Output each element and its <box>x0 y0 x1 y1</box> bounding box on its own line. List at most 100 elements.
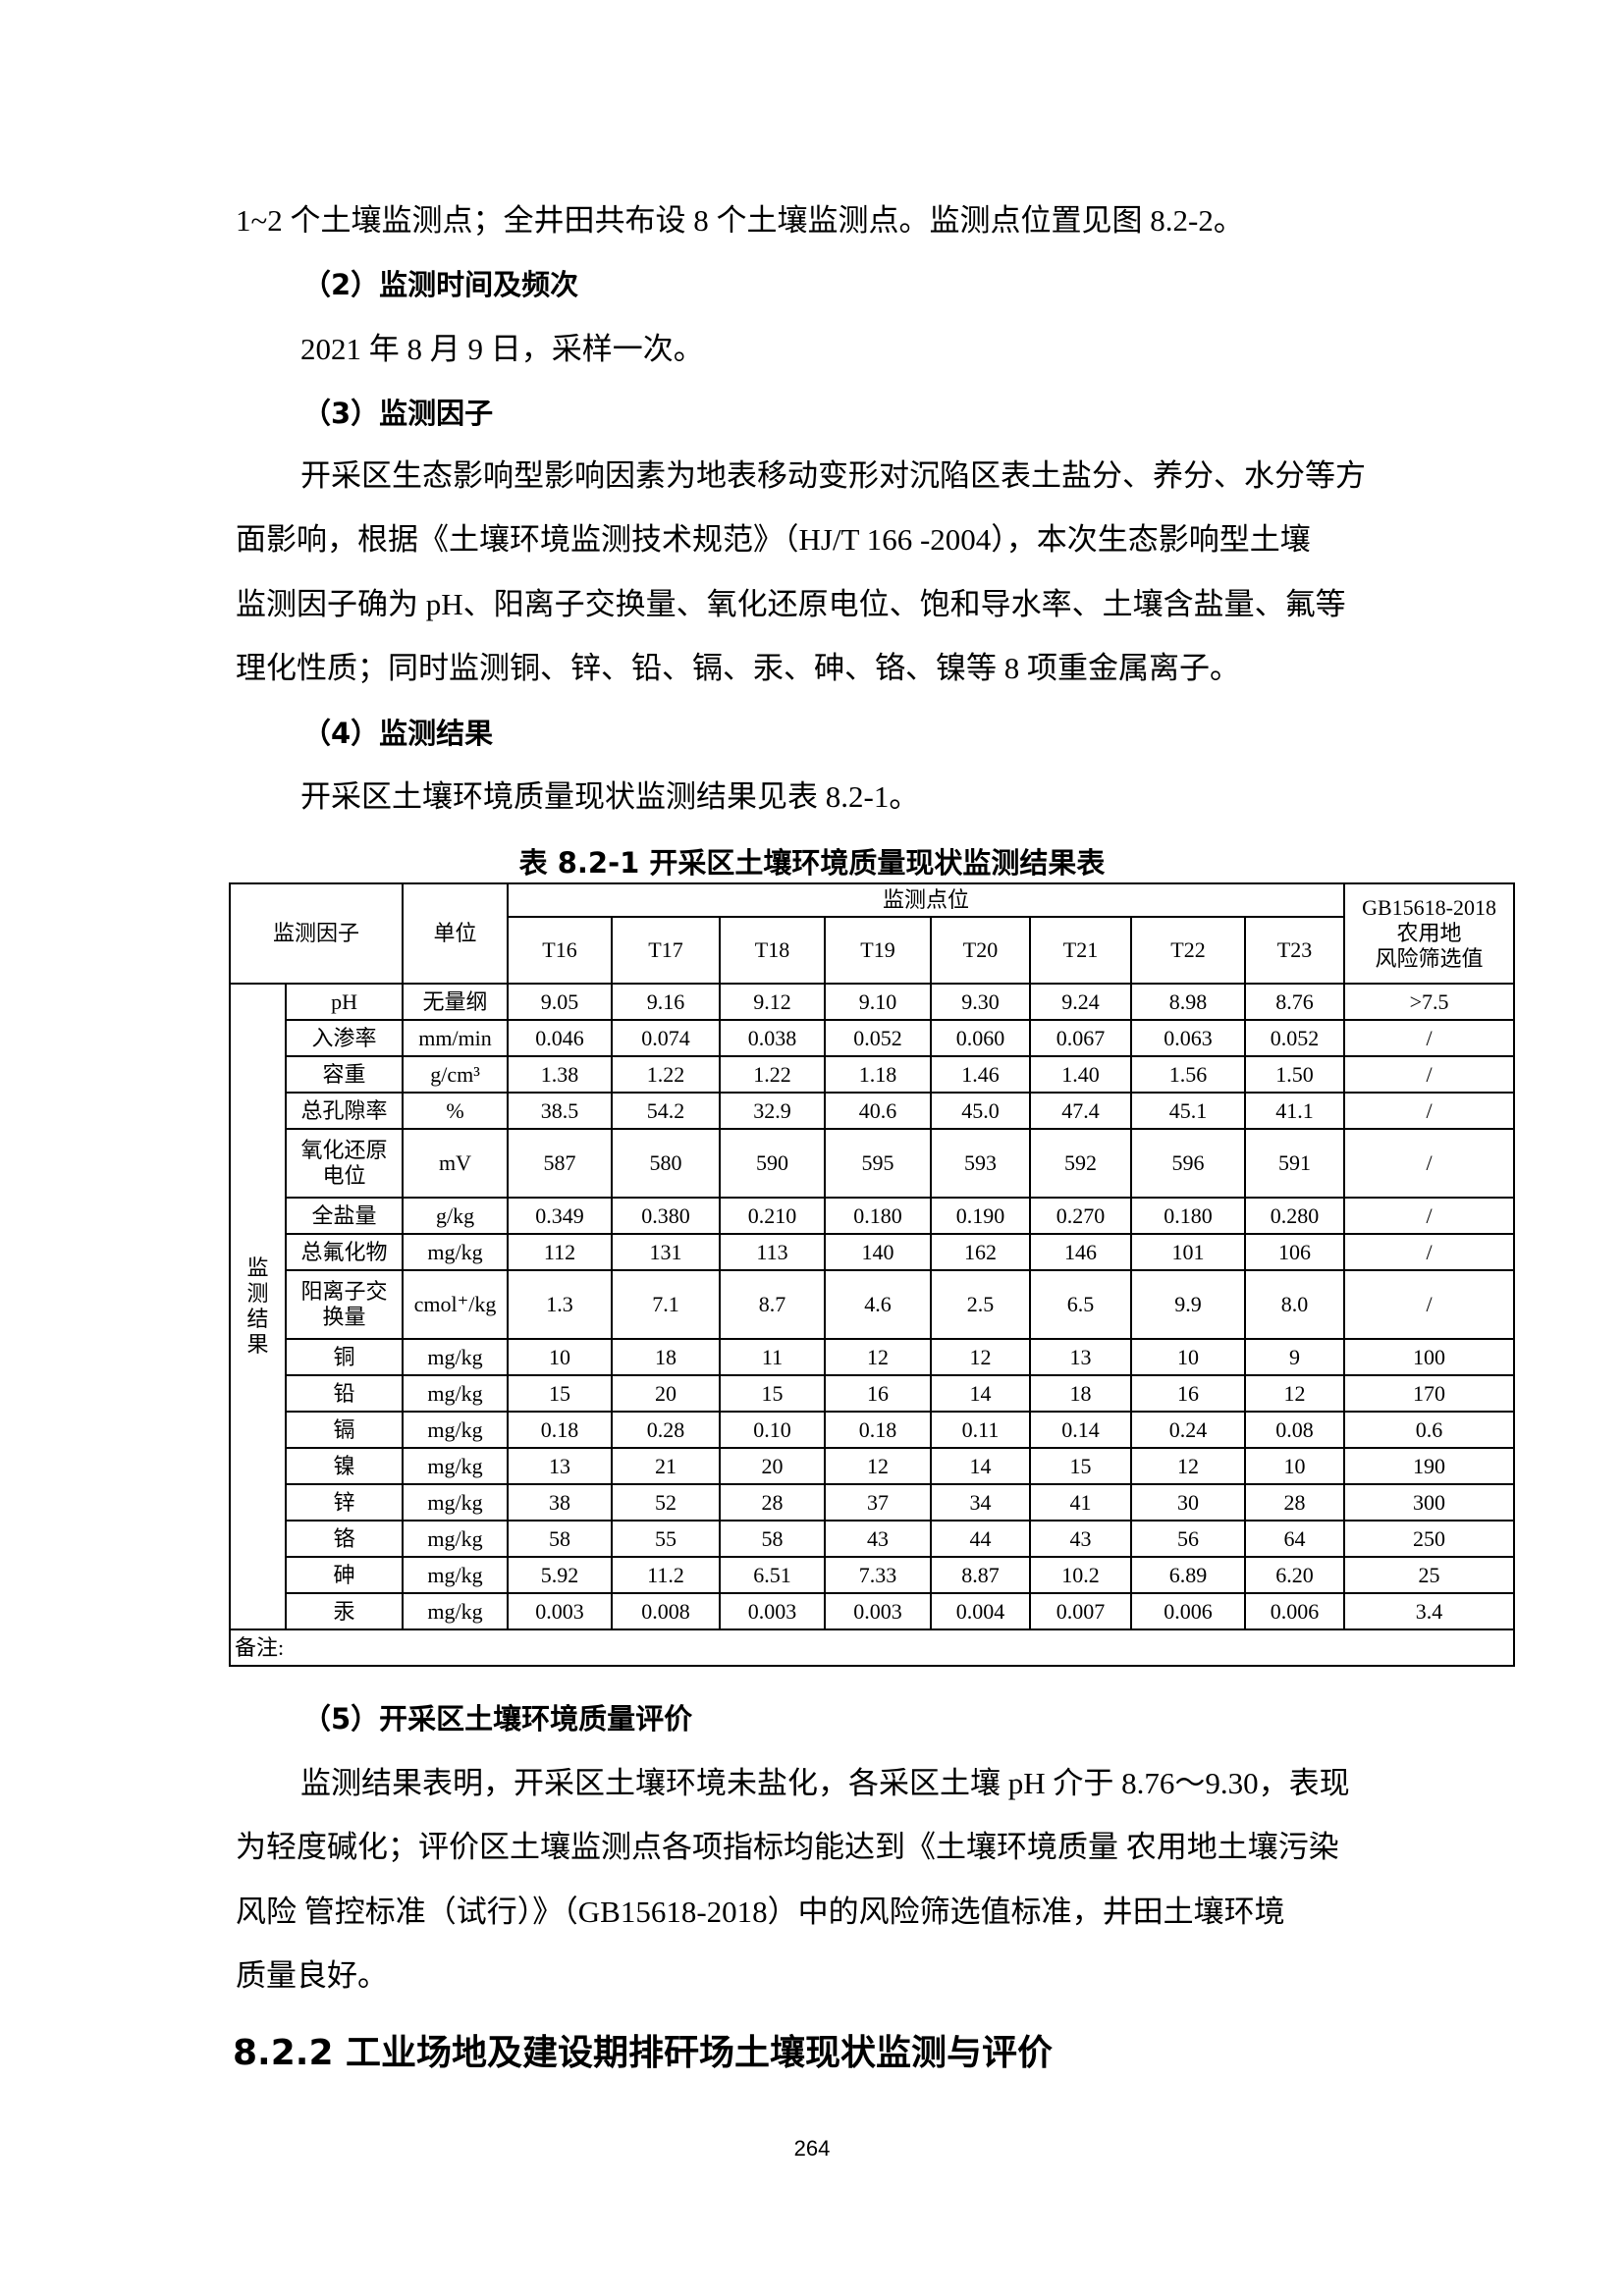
value-cell: 6.20 <box>1244 1556 1346 1594</box>
standard-cell: / <box>1343 1128 1516 1199</box>
paragraph-line: 2021 年 8 月 9 日，采样一次。 <box>300 332 704 366</box>
value-cell: 162 <box>930 1233 1032 1271</box>
value-cell: 54.2 <box>611 1092 722 1130</box>
header-point: T23 <box>1244 916 1346 985</box>
standard-cell: 250 <box>1343 1520 1516 1558</box>
unit-cell: mg/kg <box>402 1374 510 1413</box>
value-cell: 8.87 <box>930 1556 1032 1594</box>
value-cell: 580 <box>611 1128 722 1199</box>
unit-cell: mV <box>402 1128 510 1199</box>
value-cell: 4.6 <box>824 1269 933 1340</box>
value-cell: 47.4 <box>1029 1092 1133 1130</box>
table-row: 总孔隙率% 38.5 54.2 32.9 40.6 45.0 47.4 45.1 41.1/ <box>230 1092 1516 1130</box>
value-cell: 113 <box>719 1233 827 1271</box>
value-cell: 10 <box>507 1338 614 1376</box>
value-cell: 9.12 <box>719 983 827 1021</box>
value-cell: 101 <box>1130 1233 1247 1271</box>
standard-cell: 100 <box>1343 1338 1516 1376</box>
standard-cell: 0.6 <box>1343 1411 1516 1449</box>
unit-cell: mg/kg <box>402 1338 510 1376</box>
value-cell: 0.038 <box>719 1019 827 1057</box>
value-cell: 15 <box>719 1374 827 1413</box>
value-cell: 0.11 <box>930 1411 1032 1449</box>
value-cell: 10 <box>1244 1447 1346 1485</box>
unit-cell: cmol⁺/kg <box>402 1269 510 1340</box>
table-row: 砷 mg/kg 5.92 11.2 6.51 7.33 8.87 10.2 6.89 6.20 25 <box>230 1556 1516 1594</box>
value-cell: 12 <box>1130 1447 1247 1485</box>
factor-cell: 容重 <box>284 1055 405 1094</box>
unit-cell: mg/kg <box>402 1592 510 1630</box>
value-cell: 0.10 <box>719 1411 827 1449</box>
header-factor: 监测因子 <box>228 882 405 985</box>
value-cell: 0.063 <box>1130 1019 1247 1057</box>
header-points: 监测点位 <box>507 882 1346 918</box>
value-cell: 12 <box>824 1447 933 1485</box>
value-cell: 1.46 <box>930 1055 1032 1094</box>
value-cell: 0.18 <box>507 1411 614 1449</box>
value-cell: 28 <box>1244 1483 1346 1522</box>
value-cell: 5.92 <box>507 1556 614 1594</box>
standard-cell: / <box>1343 1197 1516 1235</box>
standard-cell: >7.5 <box>1343 983 1516 1021</box>
section-heading: 8.2.2 工业场地及建设期排矸场土壤现状监测与评价 <box>233 2033 1054 2073</box>
value-cell: 8.98 <box>1130 983 1247 1021</box>
value-cell: 595 <box>824 1128 933 1199</box>
subheading: （2）监测时间及频次 <box>302 268 579 301</box>
value-cell: 8.0 <box>1244 1269 1346 1340</box>
value-cell: 1.40 <box>1029 1055 1133 1094</box>
value-cell: 0.046 <box>507 1019 614 1057</box>
table-row: 阳离子交 换量 cmol⁺/kg 1.3 7.1 8.7 4.6 2.5 6.5 9.9 8.0/ <box>230 1269 1516 1340</box>
value-cell: 131 <box>611 1233 722 1271</box>
value-cell: 38 <box>507 1483 614 1522</box>
factor-cell: 镉 <box>284 1411 405 1449</box>
subheading: （4）监测结果 <box>302 717 494 750</box>
value-cell: 0.08 <box>1244 1411 1346 1449</box>
value-cell: 43 <box>1029 1520 1133 1558</box>
value-cell: 0.380 <box>611 1197 722 1235</box>
value-cell: 32.9 <box>719 1092 827 1130</box>
value-cell: 0.007 <box>1029 1592 1133 1630</box>
value-cell: 0.28 <box>611 1411 722 1449</box>
table-row: 铜 mg/kg 10 18 11 12 12 13 10 9 100 <box>230 1338 1516 1376</box>
header-unit: 单位 <box>402 882 510 985</box>
value-cell: 18 <box>1029 1374 1133 1413</box>
factor-cell: 铬 <box>284 1520 405 1558</box>
standard-cell: / <box>1343 1092 1516 1130</box>
factor-cell: 砷 <box>284 1556 405 1594</box>
table-row: 镍 mg/kg 13 21 20 12 14 15 12 10 190 <box>230 1447 1516 1485</box>
paragraph-line: 1~2 个土壤监测点；全井田共布设 8 个土壤监测点。监测点位置见图 8.2-2… <box>236 203 1244 238</box>
standard-cell: 25 <box>1343 1556 1516 1594</box>
factor-cell: 铅 <box>284 1374 405 1413</box>
value-cell: 1.50 <box>1244 1055 1346 1094</box>
factor-cell: 总氟化物 <box>284 1233 405 1271</box>
value-cell: 7.33 <box>824 1556 933 1594</box>
value-cell: 0.052 <box>1244 1019 1346 1057</box>
value-cell: 12 <box>930 1338 1032 1376</box>
subheading: （3）监测因子 <box>302 397 494 430</box>
table-row: 总氟化物 mg/kg 112 131 113 140 162 146 101 106/ <box>230 1233 1516 1271</box>
unit-cell: mg/kg <box>402 1233 510 1271</box>
value-cell: 43 <box>824 1520 933 1558</box>
value-cell: 64 <box>1244 1520 1346 1558</box>
value-cell: 0.060 <box>930 1019 1032 1057</box>
unit-cell: mg/kg <box>402 1447 510 1485</box>
value-cell: 13 <box>507 1447 614 1485</box>
paragraph-line: 开采区土壤环境质量现状监测结果见表 8.2-1。 <box>300 779 920 814</box>
value-cell: 6.89 <box>1130 1556 1247 1594</box>
standard-cell: 3.4 <box>1343 1592 1516 1630</box>
value-cell: 0.24 <box>1130 1411 1247 1449</box>
standard-cell: 170 <box>1343 1374 1516 1413</box>
value-cell: 14 <box>930 1447 1032 1485</box>
factor-cell: 汞 <box>284 1592 405 1630</box>
results-table: 监测因子 单位 监测点位 GB15618-2018 农用地 风险筛选值 T16 T17 T18 T… <box>228 882 1516 1667</box>
group-label: 监测结果 <box>229 983 287 1630</box>
value-cell: 58 <box>507 1520 614 1558</box>
paragraph-line: 为轻度碱化；评价区土壤监测点各项指标均能达到《土壤环境质量 农用地土壤污染 <box>236 1830 1339 1864</box>
value-cell: 0.052 <box>824 1019 933 1057</box>
value-cell: 41.1 <box>1244 1092 1346 1130</box>
value-cell: 0.180 <box>1130 1197 1247 1235</box>
table-row: 铅 mg/kg 15 20 15 16 14 18 16 12 170 <box>230 1374 1516 1413</box>
value-cell: 21 <box>611 1447 722 1485</box>
table-row: 入渗率 mm/min 0.046 0.074 0.038 0.052 0.060 0.067 0… <box>230 1019 1516 1057</box>
factor-cell: 阳离子交 换量 <box>284 1269 405 1340</box>
